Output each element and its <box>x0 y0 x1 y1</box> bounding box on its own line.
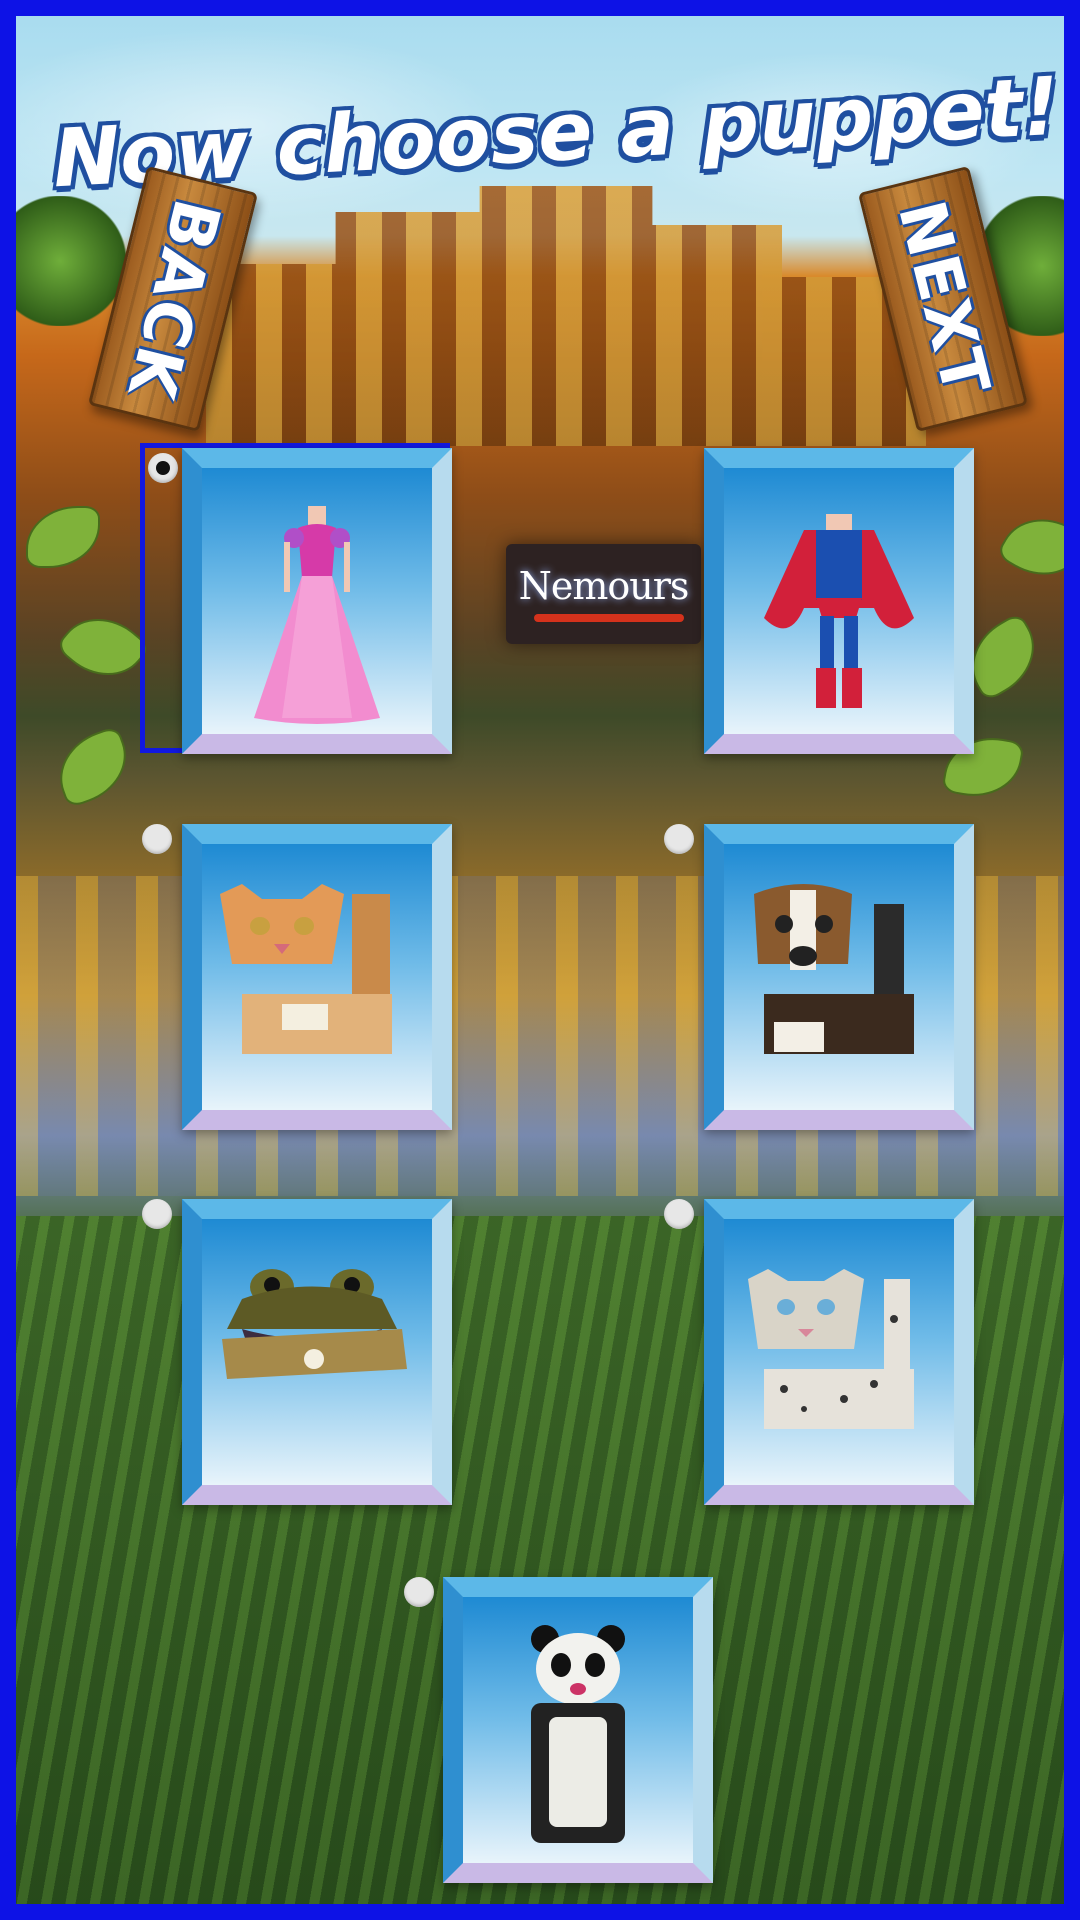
puppet-card-superhero[interactable] <box>704 448 974 754</box>
radio-cat[interactable] <box>142 824 172 854</box>
princess-dress-image <box>254 506 380 724</box>
puppet-card-princess-dress[interactable] <box>182 448 452 754</box>
radio-frog[interactable] <box>142 1199 172 1229</box>
left-vine <box>16 316 166 809</box>
puppet-card-snow-leopard[interactable] <box>704 1199 974 1505</box>
cat-image <box>220 884 392 1054</box>
snow-leopard-image <box>748 1269 914 1429</box>
puppet-card-panda[interactable] <box>443 1577 713 1883</box>
nemours-sign: Nemours <box>506 544 701 644</box>
radio-dog[interactable] <box>664 824 694 854</box>
dog-image <box>754 884 914 1054</box>
radio-snow-leopard[interactable] <box>664 1199 694 1229</box>
nemours-sign-text: Nemours <box>518 564 690 608</box>
nemours-sign-underline <box>534 614 684 622</box>
top-left-leaves <box>16 196 126 326</box>
panda-image <box>531 1625 625 1843</box>
radio-princess-dress[interactable] <box>148 453 178 483</box>
frog-image <box>222 1269 407 1379</box>
radio-panda[interactable] <box>404 1577 434 1607</box>
puppet-card-frog[interactable] <box>182 1199 452 1505</box>
puppet-card-cat[interactable] <box>182 824 452 1130</box>
puppet-card-dog[interactable] <box>704 824 974 1130</box>
superhero-image <box>764 514 914 708</box>
